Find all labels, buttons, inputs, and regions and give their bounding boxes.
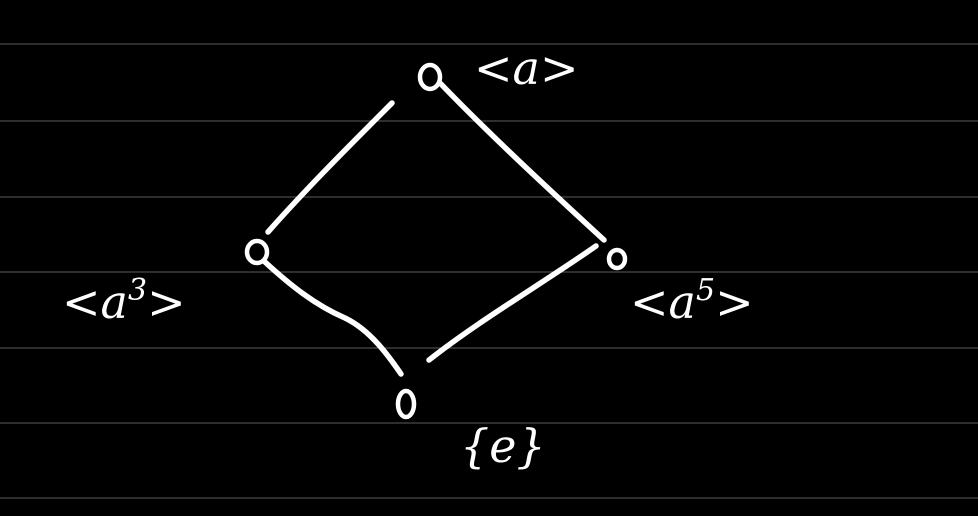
edge-right-bottom bbox=[426, 243, 599, 363]
node-bottom bbox=[395, 388, 417, 420]
label-top: <a> bbox=[474, 41, 579, 95]
edge-top-right bbox=[437, 80, 607, 243]
edge-left-bottom bbox=[262, 259, 404, 377]
label-bottom: {e} bbox=[460, 419, 546, 473]
label-right: <a5> bbox=[630, 273, 754, 329]
node-top bbox=[417, 62, 443, 92]
node-left bbox=[244, 238, 270, 266]
nodes bbox=[244, 62, 628, 420]
ruled-lines bbox=[0, 43, 978, 499]
node-right bbox=[606, 247, 628, 271]
label-left: <a3> bbox=[62, 273, 186, 329]
labels: <a> <a3> <a5> {e} bbox=[62, 41, 754, 473]
edge-top-left bbox=[265, 100, 395, 235]
edges bbox=[262, 80, 607, 377]
